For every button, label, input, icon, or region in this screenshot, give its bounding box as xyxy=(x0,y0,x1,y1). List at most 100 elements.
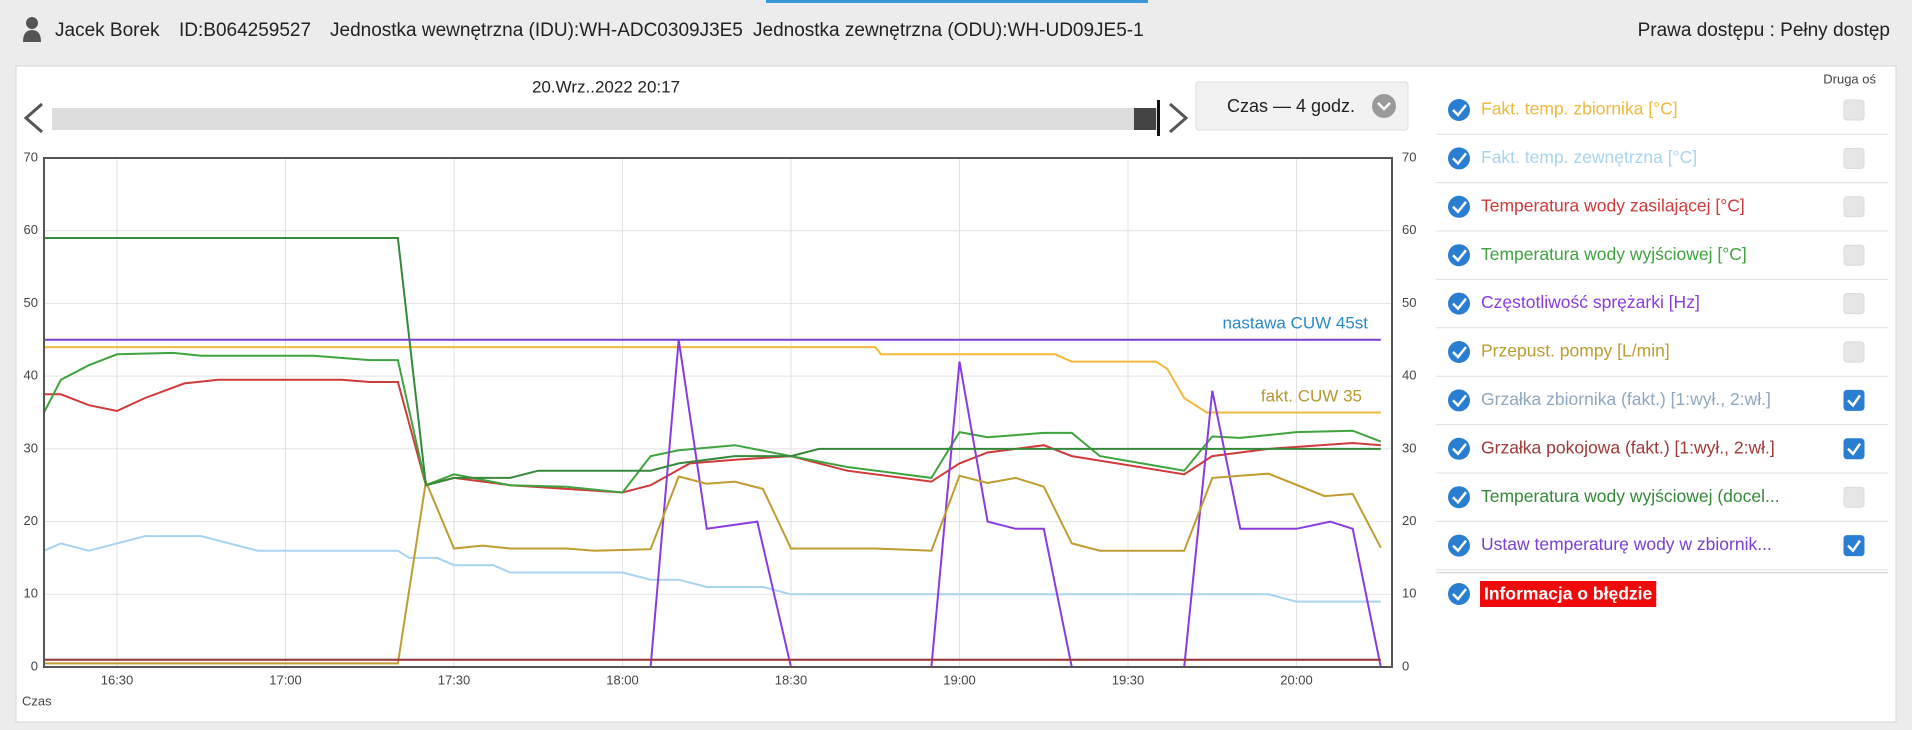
visibility-toggle[interactable] xyxy=(1448,292,1470,315)
x-tick-label: 17:00 xyxy=(269,672,302,687)
series-line xyxy=(44,346,1381,414)
legend-label[interactable]: Grzałka pokojowa (fakt.) [1:wył., 2:wł.] xyxy=(1481,437,1775,457)
check-mark xyxy=(1452,297,1467,311)
slider-prev[interactable] xyxy=(23,102,43,134)
x-tick-label: 19:30 xyxy=(1112,672,1145,687)
active-tab-indicator xyxy=(766,0,1148,3)
series-line xyxy=(43,351,1382,494)
slider-next[interactable] xyxy=(1169,102,1189,134)
visibility-toggle[interactable] xyxy=(1448,147,1470,170)
user-icon xyxy=(23,17,41,42)
error-label[interactable]: Informacja o błędzie xyxy=(1484,584,1652,604)
series-line xyxy=(44,472,1382,665)
check-mark xyxy=(1452,346,1467,359)
visibility-toggle[interactable] xyxy=(1448,99,1470,121)
second-axis-header: Druga oś xyxy=(1823,71,1876,86)
visibility-toggle[interactable] xyxy=(1448,534,1470,557)
dropdown-label: Czas — 4 godz. xyxy=(1227,96,1355,116)
y-tick-label: 10 xyxy=(24,586,38,601)
x-tick-label: 19:00 xyxy=(943,672,976,687)
period-dropdown[interactable]: Czas — 4 godz. xyxy=(1195,81,1409,131)
annotation: nastawa CUW 45st xyxy=(1223,313,1369,332)
legend-label[interactable]: Fakt. temp. zewnętrzna [°C] xyxy=(1481,147,1697,167)
y2-tick-label: 60 xyxy=(1402,222,1416,237)
slider-end-marker xyxy=(1157,100,1160,136)
check-mark xyxy=(1452,152,1467,166)
visibility-toggle[interactable] xyxy=(1448,486,1470,509)
legend-label[interactable]: Temperatura wody wyjściowej (docel... xyxy=(1481,486,1780,506)
visibility-toggle[interactable] xyxy=(1448,437,1470,460)
legend-label[interactable]: Przepust. pompy [L/min] xyxy=(1481,341,1670,361)
visibility-toggle[interactable] xyxy=(1448,583,1470,605)
legend-label[interactable]: Fakt. temp. zbiornika [°C] xyxy=(1481,99,1678,119)
checkbox-tick xyxy=(1847,443,1862,456)
check-mark xyxy=(1452,104,1467,117)
plot-border xyxy=(43,157,1393,668)
y-tick-label: 70 xyxy=(24,149,38,164)
indoor-unit: Jednostka wewnętrzna (IDU):WH-ADC0309J3E… xyxy=(330,20,743,41)
y2-tick-label: 20 xyxy=(1402,513,1416,528)
visibility-toggle[interactable] xyxy=(1448,195,1470,218)
second-axis-checkbox[interactable] xyxy=(1843,244,1865,266)
time-slider[interactable] xyxy=(52,108,1158,130)
visibility-toggle[interactable] xyxy=(1448,389,1470,412)
checkbox-tick xyxy=(1847,539,1862,553)
y-tick-label: 60 xyxy=(24,222,38,237)
legend-label[interactable]: Ustaw temperaturę wody w zbiornik... xyxy=(1481,534,1772,554)
check-mark xyxy=(1452,491,1467,505)
chart: 0 10 20 30 40 50 60 70 0 10 20 30 40 50 60 70 16:30 17:00… xyxy=(24,149,1417,687)
device-id: ID:B064259527 xyxy=(179,20,311,41)
check-mark xyxy=(1452,201,1467,214)
visibility-toggle[interactable] xyxy=(1448,244,1470,267)
y2-tick-label: 10 xyxy=(1402,586,1416,601)
second-axis-checkbox[interactable] xyxy=(1843,389,1865,411)
x-tick-label: 17:30 xyxy=(438,672,471,687)
second-axis-checkbox[interactable] xyxy=(1843,535,1865,557)
second-axis-checkbox[interactable] xyxy=(1843,293,1865,315)
y-tick-label: 0 xyxy=(31,658,38,673)
legend: Fakt. temp. zbiornika [°C] Fakt. temp. ze… xyxy=(1436,99,1888,607)
check-mark xyxy=(1452,394,1467,408)
second-axis-checkbox[interactable] xyxy=(1843,486,1865,508)
y2-tick-label: 70 xyxy=(1402,149,1416,164)
check-mark xyxy=(1452,588,1467,601)
second-axis-checkbox[interactable] xyxy=(1843,438,1865,460)
check-mark xyxy=(1452,539,1467,553)
dropdown-icon xyxy=(1372,94,1396,118)
user-name: Jacek Borek xyxy=(55,20,160,41)
legend-label[interactable]: Temperatura wody wyjściowej [°C] xyxy=(1481,244,1747,264)
legend-label[interactable]: Temperatura wody zasilającej [°C] xyxy=(1481,195,1745,215)
dropdown-chevron xyxy=(1377,102,1391,111)
y-tick-label: 30 xyxy=(24,440,38,455)
second-axis-checkbox[interactable] xyxy=(1843,147,1865,169)
series-line xyxy=(44,378,1381,494)
y2-tick-label: 50 xyxy=(1402,295,1416,310)
y2-tick-label: 40 xyxy=(1402,368,1416,383)
legend-label[interactable]: Częstotliwość sprężarki [Hz] xyxy=(1481,292,1700,312)
access-rights: Prawa dostępu : Pełny dostęp xyxy=(1638,20,1890,41)
x-tick-label: 16:30 xyxy=(101,672,134,687)
dropdown-box[interactable] xyxy=(1195,81,1409,131)
error-badge xyxy=(1480,581,1657,607)
slider-handle[interactable] xyxy=(1134,108,1156,130)
series-line xyxy=(43,535,1381,603)
series-line xyxy=(44,339,1382,668)
annotation: fakt. CUW 35 xyxy=(1261,386,1362,405)
x-tick-label: 18:30 xyxy=(775,672,808,687)
checkbox-tick xyxy=(1847,394,1862,408)
y-tick-label: 20 xyxy=(24,513,38,528)
check-mark xyxy=(1452,443,1467,456)
y-tick-label: 50 xyxy=(24,295,38,310)
slider-date: 20.Wrz..2022 20:17 xyxy=(532,77,680,96)
second-axis-checkbox[interactable] xyxy=(1843,341,1865,363)
outdoor-unit: Jednostka zewnętrzna (ODU):WH-UD09JE5-1 xyxy=(753,20,1144,41)
y2-tick-label: 30 xyxy=(1402,440,1416,455)
y2-tick-label: 0 xyxy=(1402,658,1409,673)
series-line xyxy=(44,237,1381,487)
visibility-toggle[interactable] xyxy=(1448,341,1470,363)
legend-label[interactable]: Grzałka zbiornika (fakt.) [1:wył., 2:wł.… xyxy=(1481,389,1771,409)
second-axis-checkbox[interactable] xyxy=(1843,196,1865,218)
second-axis-checkbox[interactable] xyxy=(1843,99,1865,121)
x-axis-label: Czas xyxy=(22,693,52,708)
